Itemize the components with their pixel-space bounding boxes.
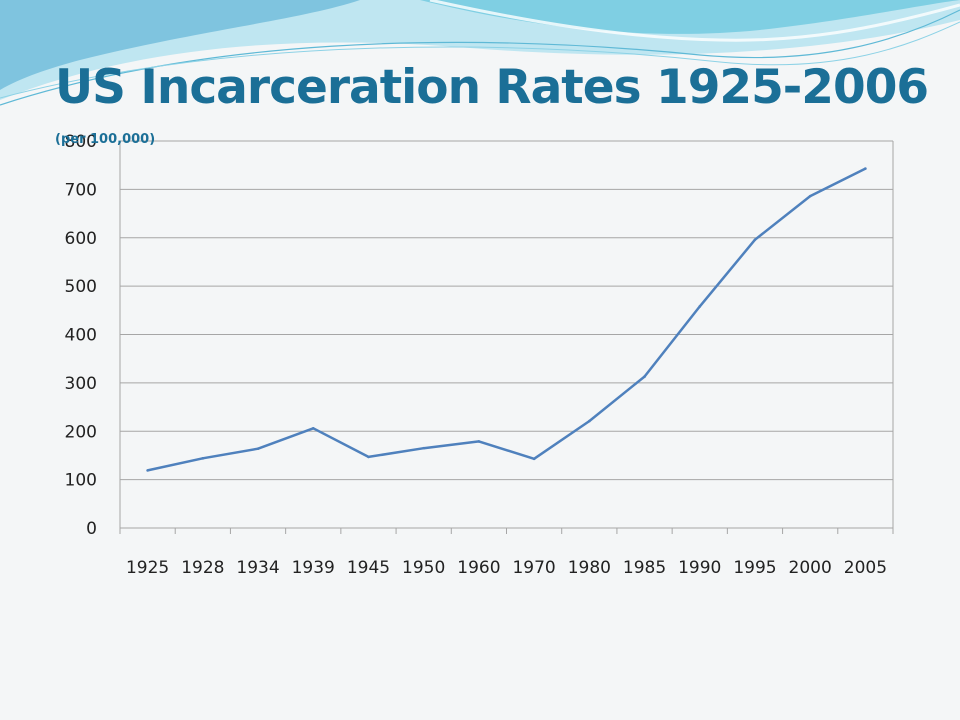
page-subtitle: (per 100,000) (55, 132, 156, 147)
page-title: US Incarceration Rates 1925-2006 (55, 60, 929, 115)
y-tick-label: 500 (65, 277, 97, 297)
y-tick-label: 300 (65, 374, 97, 394)
y-tick-label: 700 (65, 180, 97, 200)
data-point (588, 419, 591, 423)
y-tick-label: 800 (65, 132, 97, 152)
data-point (367, 455, 370, 459)
data-point (146, 469, 149, 472)
wave-band-dark (0, 0, 360, 90)
wave-band-mid (0, 0, 960, 34)
x-tick-label: 1945 (347, 558, 390, 578)
y-tick-label: 200 (65, 422, 97, 442)
y-tick-label: 600 (65, 229, 97, 249)
data-point (808, 194, 812, 198)
grid-lines (120, 140, 893, 529)
y-tick-label: 0 (86, 519, 97, 539)
data-point (422, 446, 425, 450)
x-tick-label: 1934 (236, 558, 279, 578)
data-point (698, 305, 702, 308)
data-point (753, 238, 757, 241)
data-point (864, 167, 867, 170)
y-tick-label: 400 (65, 326, 97, 346)
x-tick-label: 2005 (844, 558, 887, 578)
data-point (256, 447, 260, 450)
header-wave-decoration (0, 0, 960, 106)
x-tick-label: 1990 (678, 558, 721, 578)
x-tick-label: 1939 (292, 558, 335, 578)
x-tick-label: 1995 (733, 558, 776, 578)
series-line-0 (147, 167, 866, 472)
data-point (643, 375, 646, 378)
x-tick-label: 2000 (789, 558, 832, 578)
x-tick-label: 1980 (568, 558, 611, 578)
data-point (311, 427, 315, 430)
data-point (477, 440, 481, 443)
x-tick-label: 1970 (512, 558, 555, 578)
y-axis-tick-labels: 0 100 200 300 400 500 600 700 800 (65, 132, 97, 539)
x-axis-tick-labels: 1925 1928 1934 1939 1945 1950 1960 1970 1980 1985… (126, 558, 887, 578)
x-tick-label: 1928 (181, 558, 224, 578)
x-tick-label: 1925 (126, 558, 169, 578)
wave-highlight (429, 0, 960, 42)
axes (119, 141, 894, 534)
x-tick-label: 1985 (623, 558, 666, 578)
x-tick-label: 1950 (402, 558, 445, 578)
series-group (146, 167, 867, 472)
data-point (532, 457, 536, 461)
y-tick-label: 100 (65, 471, 97, 491)
data-point (201, 457, 205, 460)
x-tick-label: 1960 (457, 558, 500, 578)
wave-line-2 (0, 21, 960, 99)
